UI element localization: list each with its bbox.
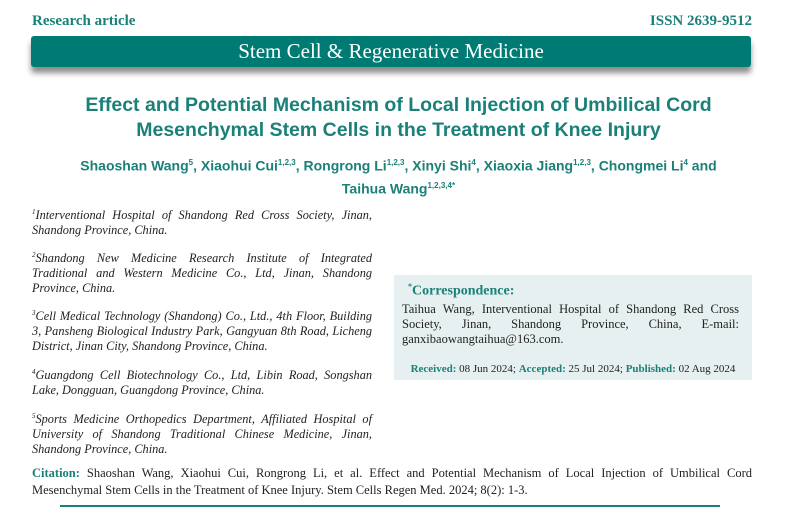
- author-name: Xinyi Shi: [412, 157, 472, 174]
- affiliation: 4Guangdong Cell Biotechnology Co., Ltd, …: [32, 368, 372, 398]
- author-affiliation-marker: 5: [188, 158, 194, 167]
- author-separator: ,: [404, 157, 413, 174]
- article-type: Research article: [32, 13, 136, 29]
- article-title: Effect and Potential Mechanism of Local …: [85, 94, 712, 141]
- author-separator: ,: [475, 157, 484, 174]
- affiliation: 5Sports Medicine Orthopedics Department,…: [32, 412, 372, 457]
- author-name: Rongrong Li: [303, 157, 387, 174]
- author-name: Taihua Wang: [341, 180, 428, 197]
- affiliation: 2Shandong New Medicine Research Institut…: [32, 251, 372, 296]
- correspondence-box: *Correspondence: Taihua Wang, Interventi…: [394, 275, 752, 380]
- affiliation: 3Cell Medical Technology (Shandong) Co.,…: [32, 309, 372, 354]
- author-name: Xiaohui Cui: [200, 157, 278, 174]
- journal-banner: Stem Cell & Regenerative Medicine: [31, 36, 751, 67]
- author-affiliation-marker: 1,2,3: [573, 158, 591, 167]
- author-name: Chongmei Li: [598, 157, 684, 174]
- author-affiliation-marker: 4: [683, 158, 688, 167]
- author-separator: ,: [193, 157, 201, 174]
- citation: Citation: Shaoshan Wang, Xiaohui Cui, Ro…: [32, 466, 752, 497]
- correspondence-text: Taihua Wang, Interventional Hospital of …: [402, 302, 739, 346]
- affiliation: 1Interventional Hospital of Shandong Red…: [32, 208, 372, 238]
- author-name: Xiaoxia Jiang: [483, 157, 574, 174]
- author-affiliation-marker: 4: [471, 158, 476, 167]
- divider: [60, 505, 720, 507]
- author-separator: ,: [590, 157, 599, 174]
- author-name: Shaoshan Wang: [80, 157, 189, 174]
- author-affiliation-marker: 1,2,3: [386, 158, 405, 167]
- author-separator: and: [687, 157, 717, 174]
- issn: ISSN 2639-9512: [649, 13, 752, 29]
- author-affiliation-marker: 1,2,3,4*: [427, 180, 456, 190]
- author-list: Shaoshan Wang5, Xiaohui Cui1,2,3, Rongro…: [40, 153, 757, 198]
- author-separator: ,: [295, 157, 304, 174]
- correspondence-heading: *Correspondence:: [408, 282, 515, 299]
- author-affiliation-marker: 1,2,3: [277, 158, 296, 167]
- article-dates: Received: 08 Jun 2024; Accepted: 25 Jul …: [410, 363, 736, 375]
